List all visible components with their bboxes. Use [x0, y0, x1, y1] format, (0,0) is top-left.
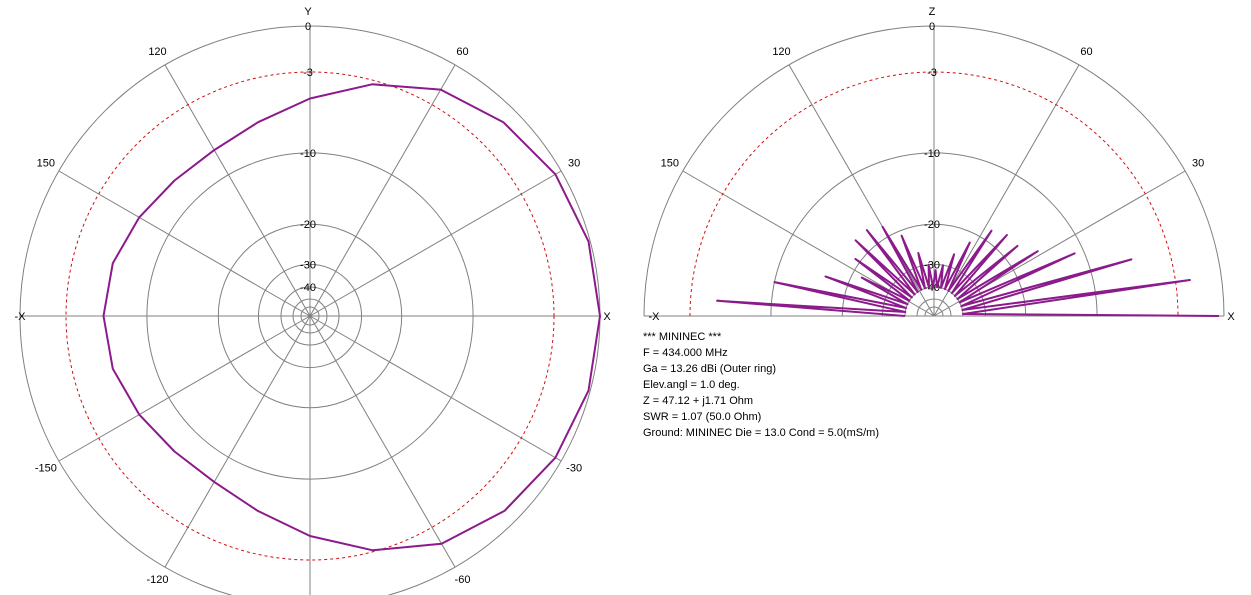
ring: [65, 71, 555, 561]
ring-label: -3: [303, 67, 313, 79]
angle-label: 120: [148, 46, 166, 58]
info-line: Ground: MININEC Die = 13.0 Cond = 5.0(mS…: [643, 427, 879, 439]
info-line: Z = 47.12 + j1.71 Ohm: [643, 395, 753, 407]
axis-label: X: [603, 311, 611, 323]
ring-label: 0: [305, 21, 311, 33]
ring: [280, 286, 340, 346]
axis-label: Z: [929, 6, 936, 18]
ring-label: -20: [300, 219, 316, 231]
ring-label: -30: [300, 259, 316, 271]
ring-label: -20: [924, 219, 940, 231]
axis-label: Y: [304, 6, 312, 18]
spoke: [309, 315, 562, 462]
ring-label: 0: [929, 21, 935, 33]
info-line: Elev.angl = 1.0 deg.: [643, 379, 740, 391]
ring: [257, 263, 363, 369]
pattern-curve: [716, 225, 1220, 317]
angle-label: 30: [1192, 157, 1204, 169]
info-line: Ga = 13.26 dBi (Outer ring): [643, 363, 776, 375]
spoke: [58, 170, 311, 317]
spoke: [164, 315, 311, 568]
angle-label: 150: [661, 157, 679, 169]
ring-label: -10: [924, 148, 940, 160]
axis-label: -X: [649, 311, 661, 323]
angle-label: -60: [455, 574, 471, 586]
ring: [770, 152, 1098, 317]
angle-label: -30: [566, 462, 582, 474]
spoke: [309, 315, 456, 568]
pattern-curve: [102, 83, 601, 552]
ring-label: -40: [300, 282, 316, 294]
ring: [841, 223, 1027, 317]
ring: [643, 25, 1225, 317]
axis-label: X: [1227, 311, 1235, 323]
angle-label: -120: [146, 574, 168, 586]
ring-label: -30: [924, 259, 940, 271]
spoke: [309, 64, 456, 317]
ring: [217, 223, 403, 409]
spoke: [58, 315, 311, 462]
angle-label: 150: [37, 157, 55, 169]
spoke: [309, 170, 562, 317]
spoke: [933, 64, 1080, 317]
axis-label: -X: [15, 311, 27, 323]
ring-label: -10: [300, 148, 316, 160]
info-line: F = 434.000 MHz: [643, 347, 728, 359]
angle-label: 30: [568, 157, 580, 169]
angle-label: 60: [456, 46, 468, 58]
spoke: [788, 64, 935, 317]
angle-label: 120: [772, 46, 790, 58]
info-line: *** MININEC ***: [643, 331, 722, 343]
ring: [146, 152, 474, 480]
info-line: SWR = 1.07 (50.0 Ohm): [643, 411, 761, 423]
angle-label: 60: [1080, 46, 1092, 58]
angle-label: -150: [35, 462, 57, 474]
spoke: [164, 64, 311, 317]
ring-label: -3: [927, 67, 937, 79]
